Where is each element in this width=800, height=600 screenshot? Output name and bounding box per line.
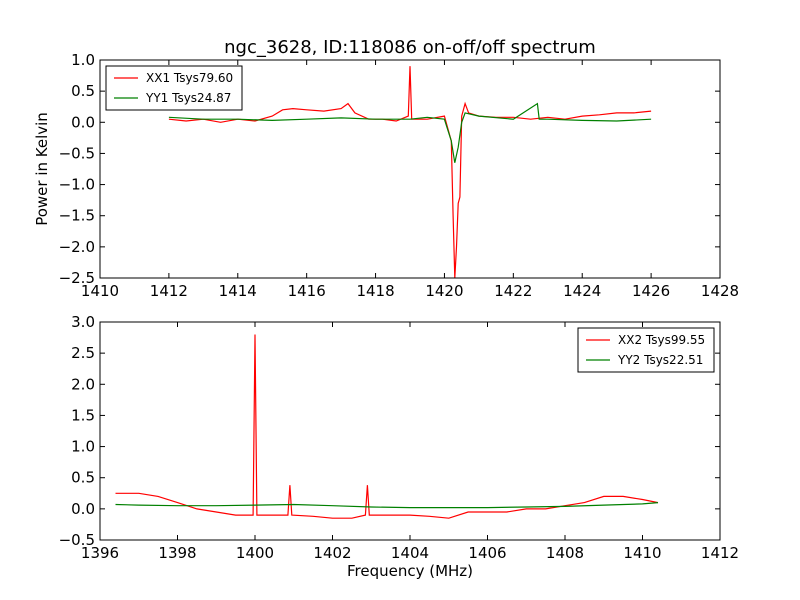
y-tick-label: 0.0: [71, 113, 95, 131]
y-tick-label: −0.5: [59, 531, 95, 549]
x-tick-label: 1426: [632, 282, 670, 300]
series-line-2: [168, 102, 652, 163]
x-tick-label: 1424: [563, 282, 601, 300]
y-axis-label: Power in Kelvin: [33, 112, 51, 226]
x-tick-label: 1414: [219, 282, 257, 300]
y-tick-label: 0.5: [71, 469, 95, 487]
x-tick-label: 1412: [701, 544, 739, 562]
y-tick-label: 1.5: [71, 406, 95, 424]
y-tick-label: −0.5: [59, 144, 95, 162]
y-tick-label: 0.0: [71, 500, 95, 518]
x-tick-label: 1408: [546, 544, 584, 562]
chart-title: ngc_3628, ID:118086 on-off/off spectrum: [224, 37, 596, 58]
y-tick-label: 1.0: [71, 51, 95, 69]
x-tick-label: 1406: [468, 544, 506, 562]
x-tick-label: 1412: [150, 282, 188, 300]
y-tick-label: −2.5: [59, 269, 95, 287]
x-tick-label: 1398: [158, 544, 196, 562]
y-tick-label: −1.0: [59, 176, 95, 194]
x-tick-label: 1400: [236, 544, 274, 562]
x-tick-label: 1422: [494, 282, 532, 300]
x-tick-label: 1420: [425, 282, 463, 300]
y-tick-label: −1.5: [59, 207, 95, 225]
legend: XX1 Tsys79.60 YY1 Tsys24.87: [105, 65, 243, 111]
y-tick-label: 3.0: [71, 313, 95, 331]
legend-box: [577, 327, 715, 373]
legend-entry: XX2 Tsys99.55: [618, 333, 705, 347]
x-tick-label: 1410: [81, 282, 119, 300]
y-tick-label: 2.5: [71, 344, 95, 362]
y-tick-label: 2.0: [71, 375, 95, 393]
y-tick-label: −2.0: [59, 238, 95, 256]
legend-entry: XX1 Tsys79.60: [146, 71, 233, 85]
legend-entry: YY2 Tsys22.51: [617, 353, 703, 367]
x-tick-label: 1402: [313, 544, 351, 562]
x-tick-label: 1416: [288, 282, 326, 300]
plot-1: 1410 1412 1414 1416 1418 1420 1422 1424 1426 1428…: [33, 37, 739, 300]
x-tick-label: 1428: [701, 282, 739, 300]
x-tick-label: 1396: [81, 544, 119, 562]
legend: XX2 Tsys99.55 YY2 Tsys22.51: [577, 327, 715, 373]
series-line-2: [115, 502, 659, 509]
y-tick-label: 1.0: [71, 438, 95, 456]
y-tick-label: 0.5: [71, 82, 95, 100]
axes-frame: [99, 59, 721, 279]
x-tick-label: 1418: [356, 282, 394, 300]
x-tick-label: 1410: [623, 544, 661, 562]
x-axis-label: Frequency (MHz): [347, 562, 473, 580]
plot-2: 1396 1398 1400 1402 1404 1406 1408 1410 1412 3.0 2…: [59, 313, 740, 580]
series-line-1: [115, 334, 659, 519]
legend-box: [105, 65, 243, 111]
legend-entry: YY1 Tsys24.87: [145, 91, 231, 105]
x-tick-label: 1404: [391, 544, 429, 562]
